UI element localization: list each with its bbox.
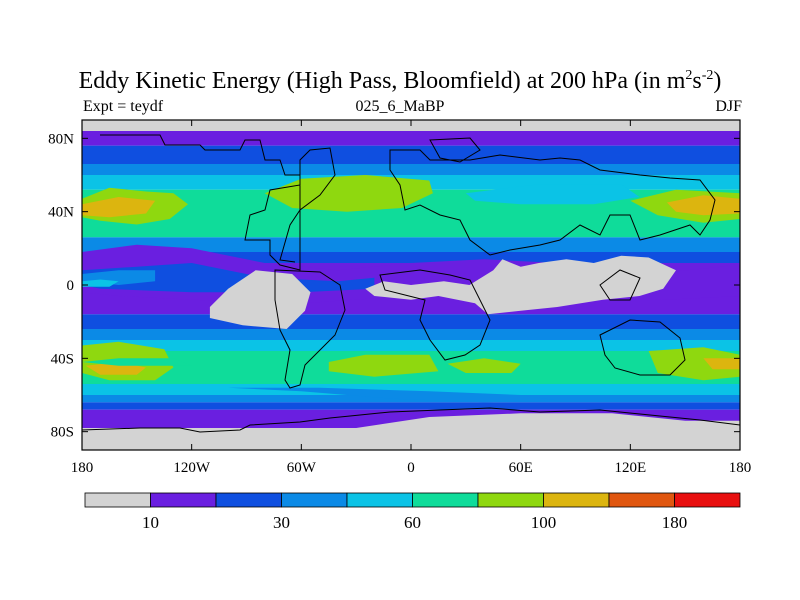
low-value-region-4 <box>82 413 740 450</box>
contour-region-3 <box>465 184 640 205</box>
contour-region-5 <box>666 195 740 216</box>
x-tick-label-5: 120E <box>614 460 646 476</box>
field-layer <box>82 120 740 450</box>
lat-band-1 <box>82 131 740 146</box>
x-tick-label-1: 120W <box>173 460 211 476</box>
north-america-outline <box>100 134 336 271</box>
x-tick-label-2: 60W <box>287 460 317 476</box>
y-tick-label-0: 80N <box>48 131 74 147</box>
africa-outline <box>379 269 491 361</box>
colorbar-label-3: 100 <box>531 513 557 532</box>
colorbar-label-4: 180 <box>662 513 688 532</box>
lat-band-2 <box>82 145 740 164</box>
low-value-region-1 <box>337 120 740 131</box>
title-units-mid: s <box>692 68 702 94</box>
contour-region-9 <box>447 358 521 373</box>
colorbar: 10 30 60 100 180 <box>84 492 741 532</box>
colorbar-swatch-5 <box>412 492 479 508</box>
title-units-end: ) <box>713 68 722 94</box>
colorbar-label-0: 10 <box>142 513 159 532</box>
greenland-outline <box>429 137 481 163</box>
lat-band-6 <box>82 237 740 252</box>
title-units-sup1: 2 <box>685 68 693 83</box>
y-tick-label-3: 40S <box>51 351 74 367</box>
lat-band-9 <box>82 314 740 329</box>
x-tick-label-6: 180 <box>729 460 752 476</box>
colorbar-swatch-3 <box>281 492 348 508</box>
lat-band-10 <box>82 329 740 340</box>
colorbar-swatch-2 <box>215 492 282 508</box>
lat-band-3 <box>82 164 740 175</box>
colorbar-label-1: 30 <box>273 513 290 532</box>
eurasia-outline <box>389 149 716 256</box>
contour-region-15 <box>82 279 119 287</box>
contour-region-1 <box>82 197 156 218</box>
run-label: 025_6_MaBP <box>355 98 445 115</box>
colorbar-swatch-0 <box>84 492 151 508</box>
low-value-region-3 <box>365 255 676 315</box>
x-tick-label-0: 180 <box>71 460 94 476</box>
antarctica-outline <box>82 407 740 433</box>
continent-outlines <box>82 134 740 433</box>
lat-band-11 <box>82 340 740 351</box>
y-tick-label-4: 80S <box>51 425 74 441</box>
contour-region-10 <box>648 347 740 381</box>
australia-outline <box>599 319 686 376</box>
colorbar-swatch-9 <box>674 492 741 508</box>
contour-region-11 <box>703 358 740 370</box>
contour-region-16 <box>82 358 192 366</box>
contour-region-17 <box>228 387 558 403</box>
chart-title: Eddy Kinetic Energy (High Pass, Bloomfie… <box>0 68 800 95</box>
colorbar-swatch-4 <box>346 492 413 508</box>
low-value-region-0 <box>82 120 284 131</box>
title-units-sup2: -2 <box>701 68 714 83</box>
lat-band-13 <box>82 384 740 395</box>
low-value-region-2 <box>209 270 311 329</box>
y-tick-label-2: 0 <box>67 278 75 294</box>
contour-region-2 <box>264 175 433 212</box>
axes-layer: 180 120W 60W 0 60E 120E 180 80N 40N 0 40S 80S <box>48 120 751 476</box>
colorbar-label-2: 60 <box>404 513 421 532</box>
x-tick-label-4: 60E <box>509 460 533 476</box>
experiment-label: Expt = teydf <box>83 98 164 115</box>
title-main: Eddy Kinetic Energy (High Pass, Bloomfie… <box>78 68 686 94</box>
colorbar-swatch-1 <box>150 492 217 508</box>
season-label: DJF <box>715 98 742 115</box>
colorbar-swatch-7 <box>543 492 610 508</box>
x-tick-label-3: 0 <box>407 460 415 476</box>
contour-region-8 <box>328 354 439 377</box>
lat-band-7 <box>82 252 740 263</box>
colorbar-swatch-8 <box>608 492 675 508</box>
asia-island-outline <box>599 269 641 301</box>
colorbar-swatch-6 <box>477 492 544 508</box>
y-tick-label-1: 40N <box>48 205 74 221</box>
lat-band-15 <box>82 402 740 410</box>
south-america-outline <box>274 269 346 389</box>
